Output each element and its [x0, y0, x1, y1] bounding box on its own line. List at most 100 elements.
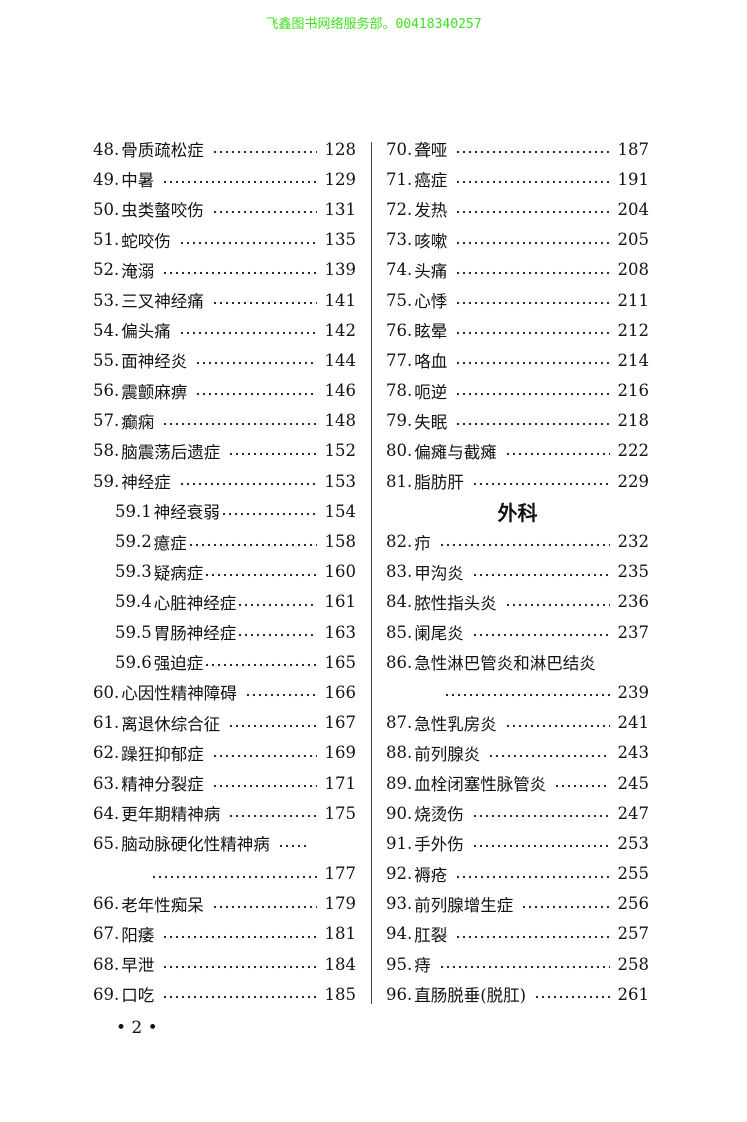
toc-entry: 96. 直肠脱垂(脱肛) 261	[386, 979, 649, 1009]
entry-number: 92.	[386, 864, 413, 884]
toc-entry: 54. 偏头痛 142	[93, 315, 356, 345]
entry-page: 181	[324, 924, 357, 944]
entry-page: 257	[617, 924, 650, 944]
toc-entry: 64. 更年期精神病 175	[93, 798, 356, 828]
entry-number: 82.	[386, 532, 413, 552]
entry-number: 70.	[386, 139, 413, 159]
toc-entry: 80. 偏瘫与截瘫 222	[386, 436, 649, 466]
entry-title: 口吃	[121, 986, 155, 1006]
toc-entry: 70. 聋哑 187	[386, 134, 649, 164]
entry-number: 77.	[386, 350, 413, 370]
entry-number: 51.	[93, 230, 120, 250]
dot-leader	[554, 784, 610, 789]
entry-number: 59.1	[115, 501, 152, 521]
dot-leader	[455, 240, 610, 245]
toc-entry: 86. 急性淋巴管炎和淋巴结炎	[386, 647, 649, 677]
toc-entry: 67. 阳痿 181	[93, 919, 356, 949]
dot-leader	[455, 361, 610, 366]
entry-page: 245	[617, 773, 650, 793]
toc-entry: 52. 淹溺 139	[93, 255, 356, 285]
toc-entry: 63. 精神分裂症 171	[93, 768, 356, 798]
entry-title: 淹溺	[121, 261, 155, 281]
entry-title: 咳嗽	[414, 231, 448, 251]
entry-page: 141	[324, 290, 357, 310]
entry-number: 85.	[386, 622, 413, 642]
toc-entry: 59.6 强迫症 165	[93, 647, 356, 677]
entry-title: 偏瘫与截瘫	[414, 442, 497, 462]
dot-leader	[455, 874, 610, 879]
entry-page: 146	[324, 381, 357, 401]
dot-leader	[277, 844, 308, 849]
entry-number: 59.2	[115, 532, 152, 552]
dot-leader	[211, 784, 317, 789]
entry-title: 痔	[414, 956, 431, 976]
dot-leader	[178, 331, 317, 336]
entry-number: 89.	[386, 773, 413, 793]
entry-page: 191	[617, 169, 650, 189]
entry-number: 53.	[93, 290, 120, 310]
entry-number: 61.	[93, 713, 120, 733]
entry-page: 236	[617, 592, 650, 612]
dot-leader	[211, 753, 317, 758]
dot-leader	[211, 301, 317, 306]
entry-title: 前列腺增生症	[414, 895, 514, 915]
entry-number: 55.	[93, 350, 120, 370]
entry-page: 153	[324, 471, 357, 491]
entry-title: 呃逆	[414, 382, 448, 402]
dot-leader	[455, 180, 610, 185]
dot-leader	[204, 663, 317, 668]
dot-leader	[504, 723, 610, 728]
entry-title: 甲沟炎	[414, 563, 464, 583]
dot-leader	[195, 391, 317, 396]
entry-title: 偏头痛	[121, 322, 171, 342]
entry-page: 256	[617, 894, 650, 914]
dot-leader	[444, 693, 610, 698]
entry-number: 49.	[93, 169, 120, 189]
toc-right-column: 70. 聋哑 187 71. 癌症 191 72. 发热 204 73. 咳嗽 205 74. 头痛 208…	[386, 134, 649, 1009]
entry-number: 76.	[386, 320, 413, 340]
toc-entry: 56. 震颤麻痹 146	[93, 376, 356, 406]
entry-number: 52.	[93, 260, 120, 280]
entry-title: 震颤麻痹	[121, 382, 188, 402]
entry-page: 128	[324, 139, 357, 159]
toc-entry: 48. 骨质疏松症 128	[93, 134, 356, 164]
entry-page: 208	[617, 260, 650, 280]
toc-entry: 82. 疖 232	[386, 526, 649, 556]
entry-title: 癫痫	[121, 412, 155, 432]
entry-title: 阳痿	[121, 925, 155, 945]
dot-leader	[455, 391, 610, 396]
toc-entry: 65. 脑动脉硬化性精神病	[93, 828, 356, 858]
entry-page: 229	[617, 471, 650, 491]
toc-entry: 72. 发热 204	[386, 194, 649, 224]
entry-title: 中暑	[121, 171, 155, 191]
toc-entry: 59.3 疑病症 160	[93, 557, 356, 587]
toc-entry: 57. 癫痫 148	[93, 406, 356, 436]
watermark: 飞鑫图书网络服务部。00418340257	[265, 17, 482, 32]
dot-leader	[162, 934, 317, 939]
toc-entry-continuation: 239	[386, 677, 649, 707]
entry-page: 187	[617, 139, 650, 159]
dot-leader	[455, 331, 610, 336]
dot-leader	[471, 572, 610, 577]
entry-number: 60.	[93, 682, 120, 702]
dot-leader	[244, 693, 317, 698]
toc-entry: 59. 神经症 153	[93, 466, 356, 496]
toc-entry: 92. 褥疮 255	[386, 859, 649, 889]
dot-leader	[162, 270, 317, 275]
entry-title: 心脏神经症	[153, 593, 237, 613]
toc-entry: 79. 失眠 218	[386, 406, 649, 436]
entry-title: 癔症	[153, 533, 187, 553]
entry-title: 褥疮	[414, 865, 448, 885]
entry-number: 94.	[386, 924, 413, 944]
entry-title: 三叉神经痛	[121, 292, 204, 312]
entry-title: 急性乳房炎	[414, 714, 497, 734]
entry-page: 218	[617, 411, 650, 431]
entry-page: 160	[324, 562, 357, 582]
dot-leader	[228, 814, 317, 819]
entry-number: 73.	[386, 230, 413, 250]
entry-page: 154	[324, 501, 357, 521]
entry-page: 253	[617, 833, 650, 853]
dot-leader	[471, 844, 610, 849]
entry-number: 63.	[93, 773, 120, 793]
entry-title: 肛裂	[414, 925, 448, 945]
